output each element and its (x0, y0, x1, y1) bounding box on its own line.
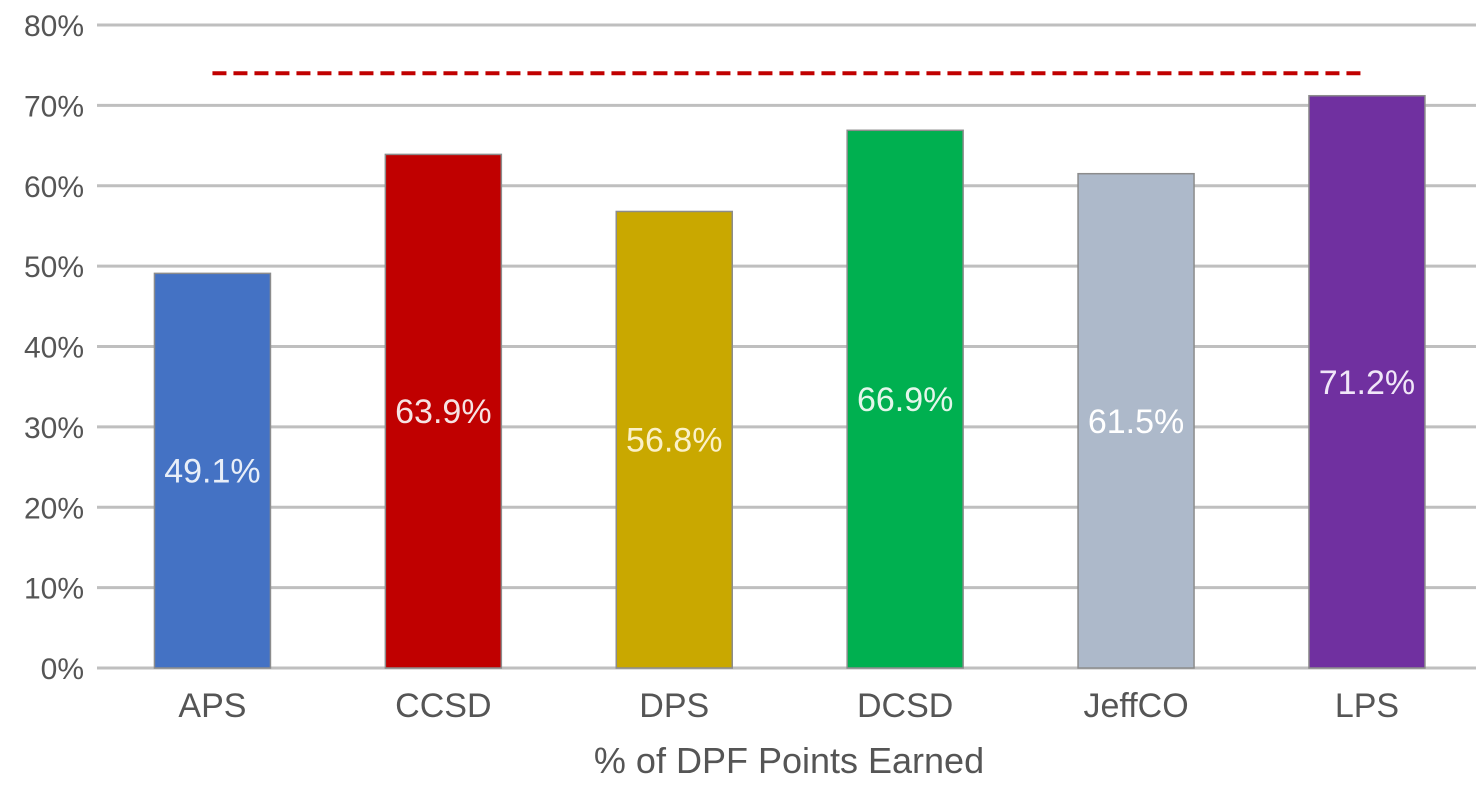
gridlines (97, 23, 1476, 670)
x-category-label: LPS (1335, 687, 1399, 725)
y-tick-label: 40% (24, 332, 84, 365)
y-tick-label: 80% (24, 10, 84, 43)
x-category-label: CCSD (395, 687, 491, 725)
bar-jeffco (1077, 172, 1195, 669)
y-tick-label: 10% (24, 573, 84, 606)
y-tick-label: 20% (24, 492, 84, 525)
data-label-lps: 71.2% (1319, 364, 1415, 402)
x-axis-title: % of DPF Points Earned (594, 740, 984, 780)
y-tick-label: 30% (24, 412, 84, 445)
bar-dps (615, 210, 733, 669)
data-labels: 49.1% 63.9% 56.8% 66.9% 61.5% 71.2% (164, 364, 1415, 491)
bar-ccsd (384, 153, 503, 669)
x-category-label: APS (178, 687, 246, 725)
x-axis-categories: APS CCSD DPS DCSD JeffCO LPS (178, 687, 1399, 725)
y-tick-label: 0% (41, 653, 84, 686)
y-axis-ticks: 0% 10% 20% 30% 40% 50% 60% 70% 80% (24, 10, 84, 686)
data-label-dps: 56.8% (626, 422, 722, 460)
data-label-aps: 49.1% (164, 453, 260, 491)
bar-dcsd (846, 129, 964, 669)
bar-aps (153, 272, 272, 669)
bars (153, 94, 1426, 669)
bar-lps (1308, 94, 1426, 669)
data-label-jeffco: 61.5% (1088, 403, 1184, 441)
data-label-dcsd: 66.9% (857, 381, 953, 419)
y-tick-label: 50% (24, 251, 84, 284)
x-category-label: DCSD (857, 687, 953, 725)
y-tick-label: 70% (24, 90, 84, 123)
y-tick-label: 60% (24, 171, 84, 204)
data-label-ccsd: 63.9% (395, 393, 491, 431)
x-category-label: DPS (639, 687, 709, 725)
x-category-label: JeffCO (1083, 687, 1188, 725)
